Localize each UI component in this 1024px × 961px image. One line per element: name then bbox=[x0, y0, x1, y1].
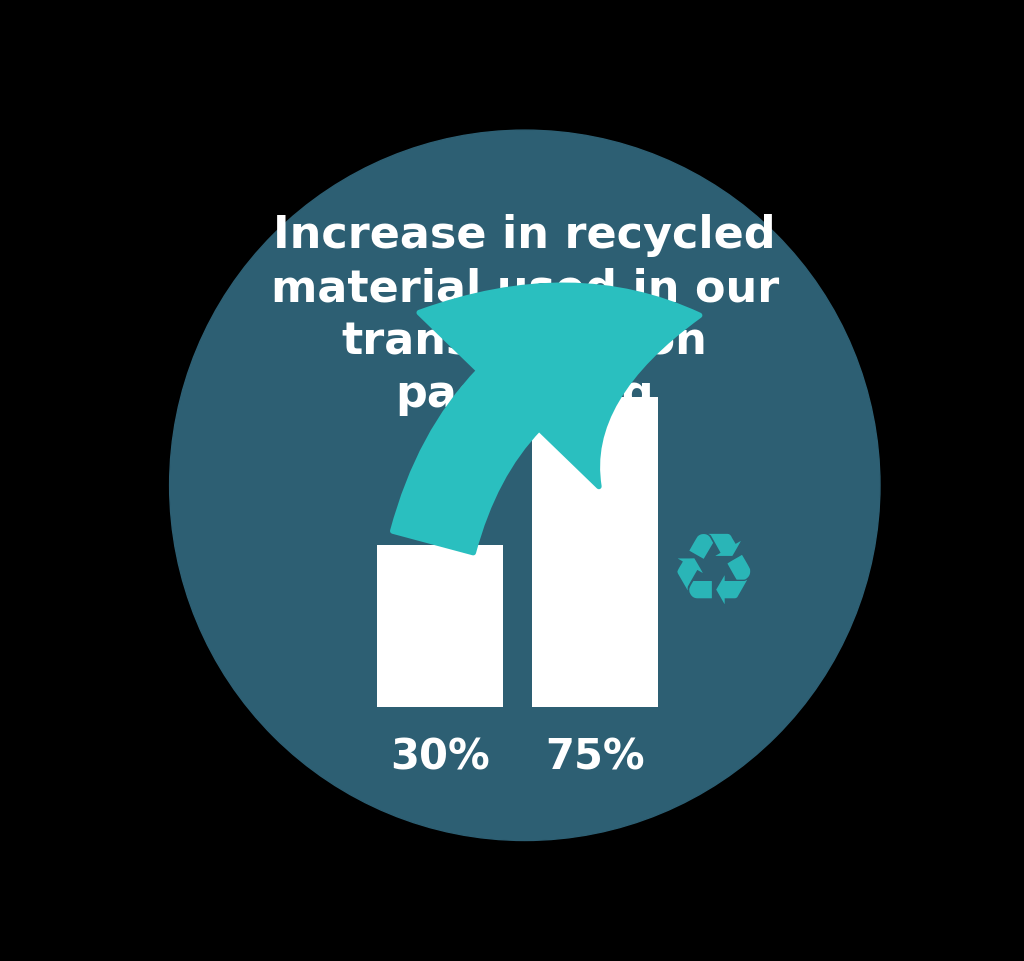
Text: Increase in recycled
material used in our
transportation
packaging: Increase in recycled material used in ou… bbox=[270, 213, 779, 416]
Bar bbox=[532, 397, 658, 707]
Text: ♻: ♻ bbox=[669, 529, 759, 626]
Text: 75%: 75% bbox=[546, 737, 645, 779]
Text: 30%: 30% bbox=[390, 737, 489, 779]
Bar bbox=[377, 545, 503, 707]
Circle shape bbox=[170, 130, 880, 841]
